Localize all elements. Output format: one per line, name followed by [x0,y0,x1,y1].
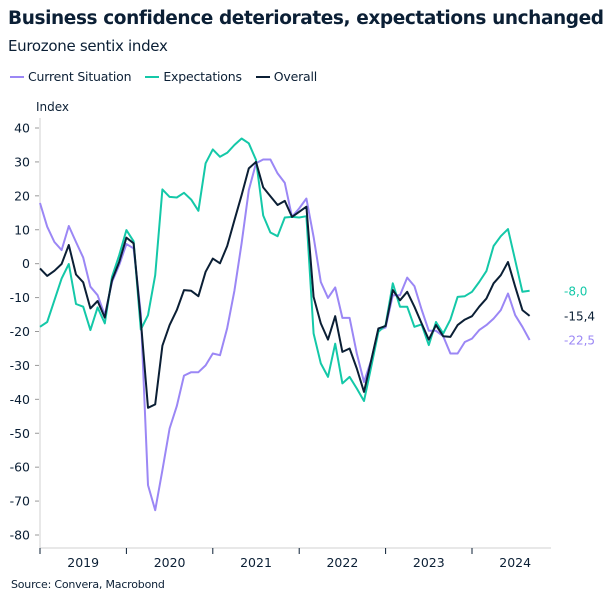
series-line-current-situation [39,158,531,512]
x-tick-label: 2020 [154,555,186,570]
series-line-expectations [39,137,530,402]
x-tick-label: 2019 [67,555,99,570]
legend-item-overall: Overall [255,69,318,84]
x-tick-label: 2022 [326,555,358,570]
legend-item-expectations: Expectations [145,69,242,84]
y-tick-label: 0 [22,256,30,271]
y-tick-label: -50 [10,426,30,441]
y-tick-label: -40 [10,392,30,407]
y-tick-label: -30 [10,358,30,373]
legend-label: Current Situation [28,69,132,84]
x-tick-label: 2023 [413,555,445,570]
chart-title: Business confidence deteriorates, expect… [8,8,604,29]
legend-swatch [10,75,24,78]
y-tick-label: 10 [14,222,30,237]
series-line-overall [39,160,531,409]
end-value-label-expectations: -8,0 [564,284,587,298]
y-tick-label: -70 [10,494,30,509]
y-axis-label: Index [36,100,69,114]
end-value-label-overall: -15,4 [564,309,595,323]
x-tick-label: 2024 [499,555,531,570]
legend-swatch [255,75,270,78]
y-tick-label: 30 [14,154,30,169]
legend: Current Situation Expectations Overall [10,69,317,84]
y-tick-label: -80 [10,528,30,543]
legend-item-current-situation: Current Situation [10,69,132,84]
legend-label: Expectations [163,69,242,84]
end-value-label-current-situation: -22,5 [564,333,595,347]
y-tick-label: 40 [14,121,30,136]
y-tick-label: 20 [14,188,30,203]
x-tick-label: 2021 [240,555,272,570]
chart-subtitle: Eurozone sentix index [8,37,168,55]
y-tick-label: -60 [10,460,30,475]
y-tick-label: -10 [10,290,30,305]
source-note: Source: Convera, Macrobond [11,578,165,591]
y-tick-label: -20 [10,324,30,339]
legend-swatch [145,75,160,78]
legend-label: Overall [273,69,318,84]
